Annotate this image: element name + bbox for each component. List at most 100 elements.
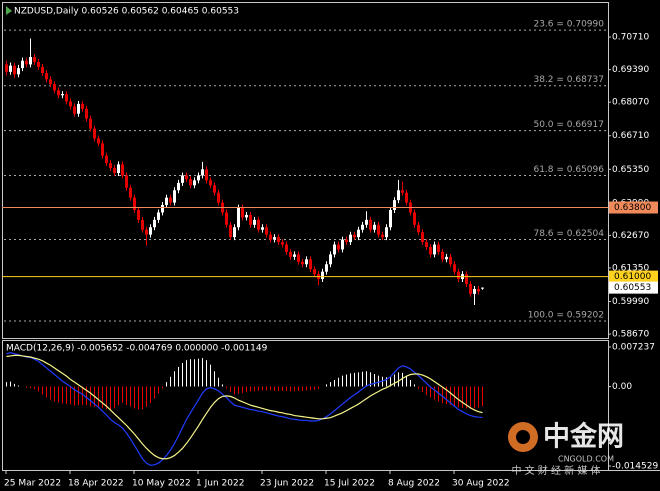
candle-body (157, 212, 160, 220)
candle-body (353, 234, 356, 238)
x-tick-label: 18 Apr 2022 (68, 479, 124, 489)
logo-inner (516, 430, 530, 444)
candle-body (45, 73, 48, 80)
watermark: 中金网 CNGOLD.COM 中 文 财 经 新 媒 体 (508, 421, 624, 477)
candle-body (85, 108, 88, 119)
candle-body (265, 227, 268, 235)
candle-body (377, 224, 380, 235)
candle-body (125, 175, 128, 188)
candle-body (149, 227, 152, 235)
candle-body (329, 254, 332, 265)
candle-body (25, 60, 28, 65)
candle-body (405, 192, 408, 203)
candle-body (121, 164, 124, 176)
candle-body (57, 90, 60, 96)
chart-title: NZDUSD,Daily 0.60526 0.60562 0.60465 0.6… (14, 7, 239, 17)
candle-body (109, 163, 112, 169)
price-label: 0.61000 (614, 272, 651, 282)
y-tick-label: 0.68070 (612, 98, 649, 108)
candle-body (93, 128, 96, 139)
candle-body (21, 60, 24, 69)
candle-body (193, 180, 196, 186)
candle-body (465, 274, 468, 284)
x-tick-label: 10 May 2022 (132, 479, 191, 489)
candle-body (285, 244, 288, 252)
candle-body (145, 229, 148, 235)
y-tick-label: 0.59990 (612, 297, 649, 307)
candle-body (141, 219, 144, 230)
candle-body (77, 103, 80, 114)
candle-body (213, 185, 216, 193)
candle-body (421, 232, 424, 243)
y-tick-label: 0.00 (612, 382, 632, 392)
candle-body (37, 61, 40, 67)
x-tick-label: 15 Jul 2022 (324, 479, 375, 489)
candle-body (341, 239, 344, 250)
candle-body (389, 209, 392, 228)
candle-body (33, 57, 36, 62)
y-tick-label: 0.69390 (612, 65, 649, 75)
fib-level-label: 38.2 = 0.68737 (533, 75, 604, 85)
candle-body (73, 106, 76, 114)
y-tick-label: 0.62670 (612, 231, 649, 241)
candle-body (469, 284, 472, 294)
price-label-box (609, 270, 658, 283)
candle-body (425, 242, 428, 247)
candle-body (165, 197, 168, 206)
candle-body (105, 155, 108, 164)
candle-body (457, 271, 460, 280)
y-tick-label: -0.014529 (612, 462, 658, 472)
candle-body (137, 209, 140, 220)
candle-body (41, 66, 44, 74)
candle-body (369, 219, 372, 230)
x-tick-label: 30 Aug 2022 (452, 479, 510, 489)
candle-body (81, 103, 84, 109)
y-tick-label: 0.007237 (612, 342, 655, 352)
fib-level-label: 23.6 = 0.70990 (533, 20, 604, 30)
candle-body (269, 234, 272, 240)
candle-body (357, 229, 360, 238)
candle-body (89, 118, 92, 129)
candle-body (205, 169, 208, 181)
y-tick-label: 0.65350 (612, 165, 649, 175)
candle-body (249, 214, 252, 225)
watermark-brand: 中金网 (543, 421, 624, 453)
candle-body (401, 190, 404, 193)
candle-body (161, 205, 164, 213)
candle-body (397, 190, 400, 201)
candle-body (297, 254, 300, 262)
candle-body (477, 288, 480, 292)
candle-body (97, 138, 100, 144)
candle-body (417, 224, 420, 233)
candle-body (253, 219, 256, 225)
candle-body (17, 68, 20, 75)
candle-body (309, 259, 312, 270)
candle-body (229, 224, 232, 238)
candle-body (393, 200, 396, 210)
candle-body (173, 190, 176, 203)
y-tick-label: 0.61350 (612, 263, 649, 273)
candle-body (61, 94, 64, 96)
candle-body (445, 256, 448, 260)
candle-body (169, 197, 172, 203)
candle-body (181, 175, 184, 183)
x-tick-label: 25 Mar 2022 (4, 479, 61, 489)
candle-body (453, 264, 456, 272)
price-label-box (609, 201, 658, 214)
watermark-slogan: 中 文 财 经 新 媒 体 (511, 464, 600, 477)
candle-body (101, 143, 104, 156)
fib-level-label: 50.0 = 0.66917 (533, 120, 604, 130)
candle-body (13, 65, 16, 75)
candle-body (333, 244, 336, 255)
fib-level-label: 78.6 = 0.62504 (533, 229, 604, 239)
candle-body (201, 169, 204, 176)
candle-body (117, 164, 120, 173)
symbol-icon (6, 6, 12, 15)
watermark-site: CNGOLD.COM (558, 455, 614, 464)
candle-body (29, 57, 32, 65)
candle-body (177, 182, 180, 191)
x-tick-label: 23 Jun 2022 (260, 479, 314, 489)
